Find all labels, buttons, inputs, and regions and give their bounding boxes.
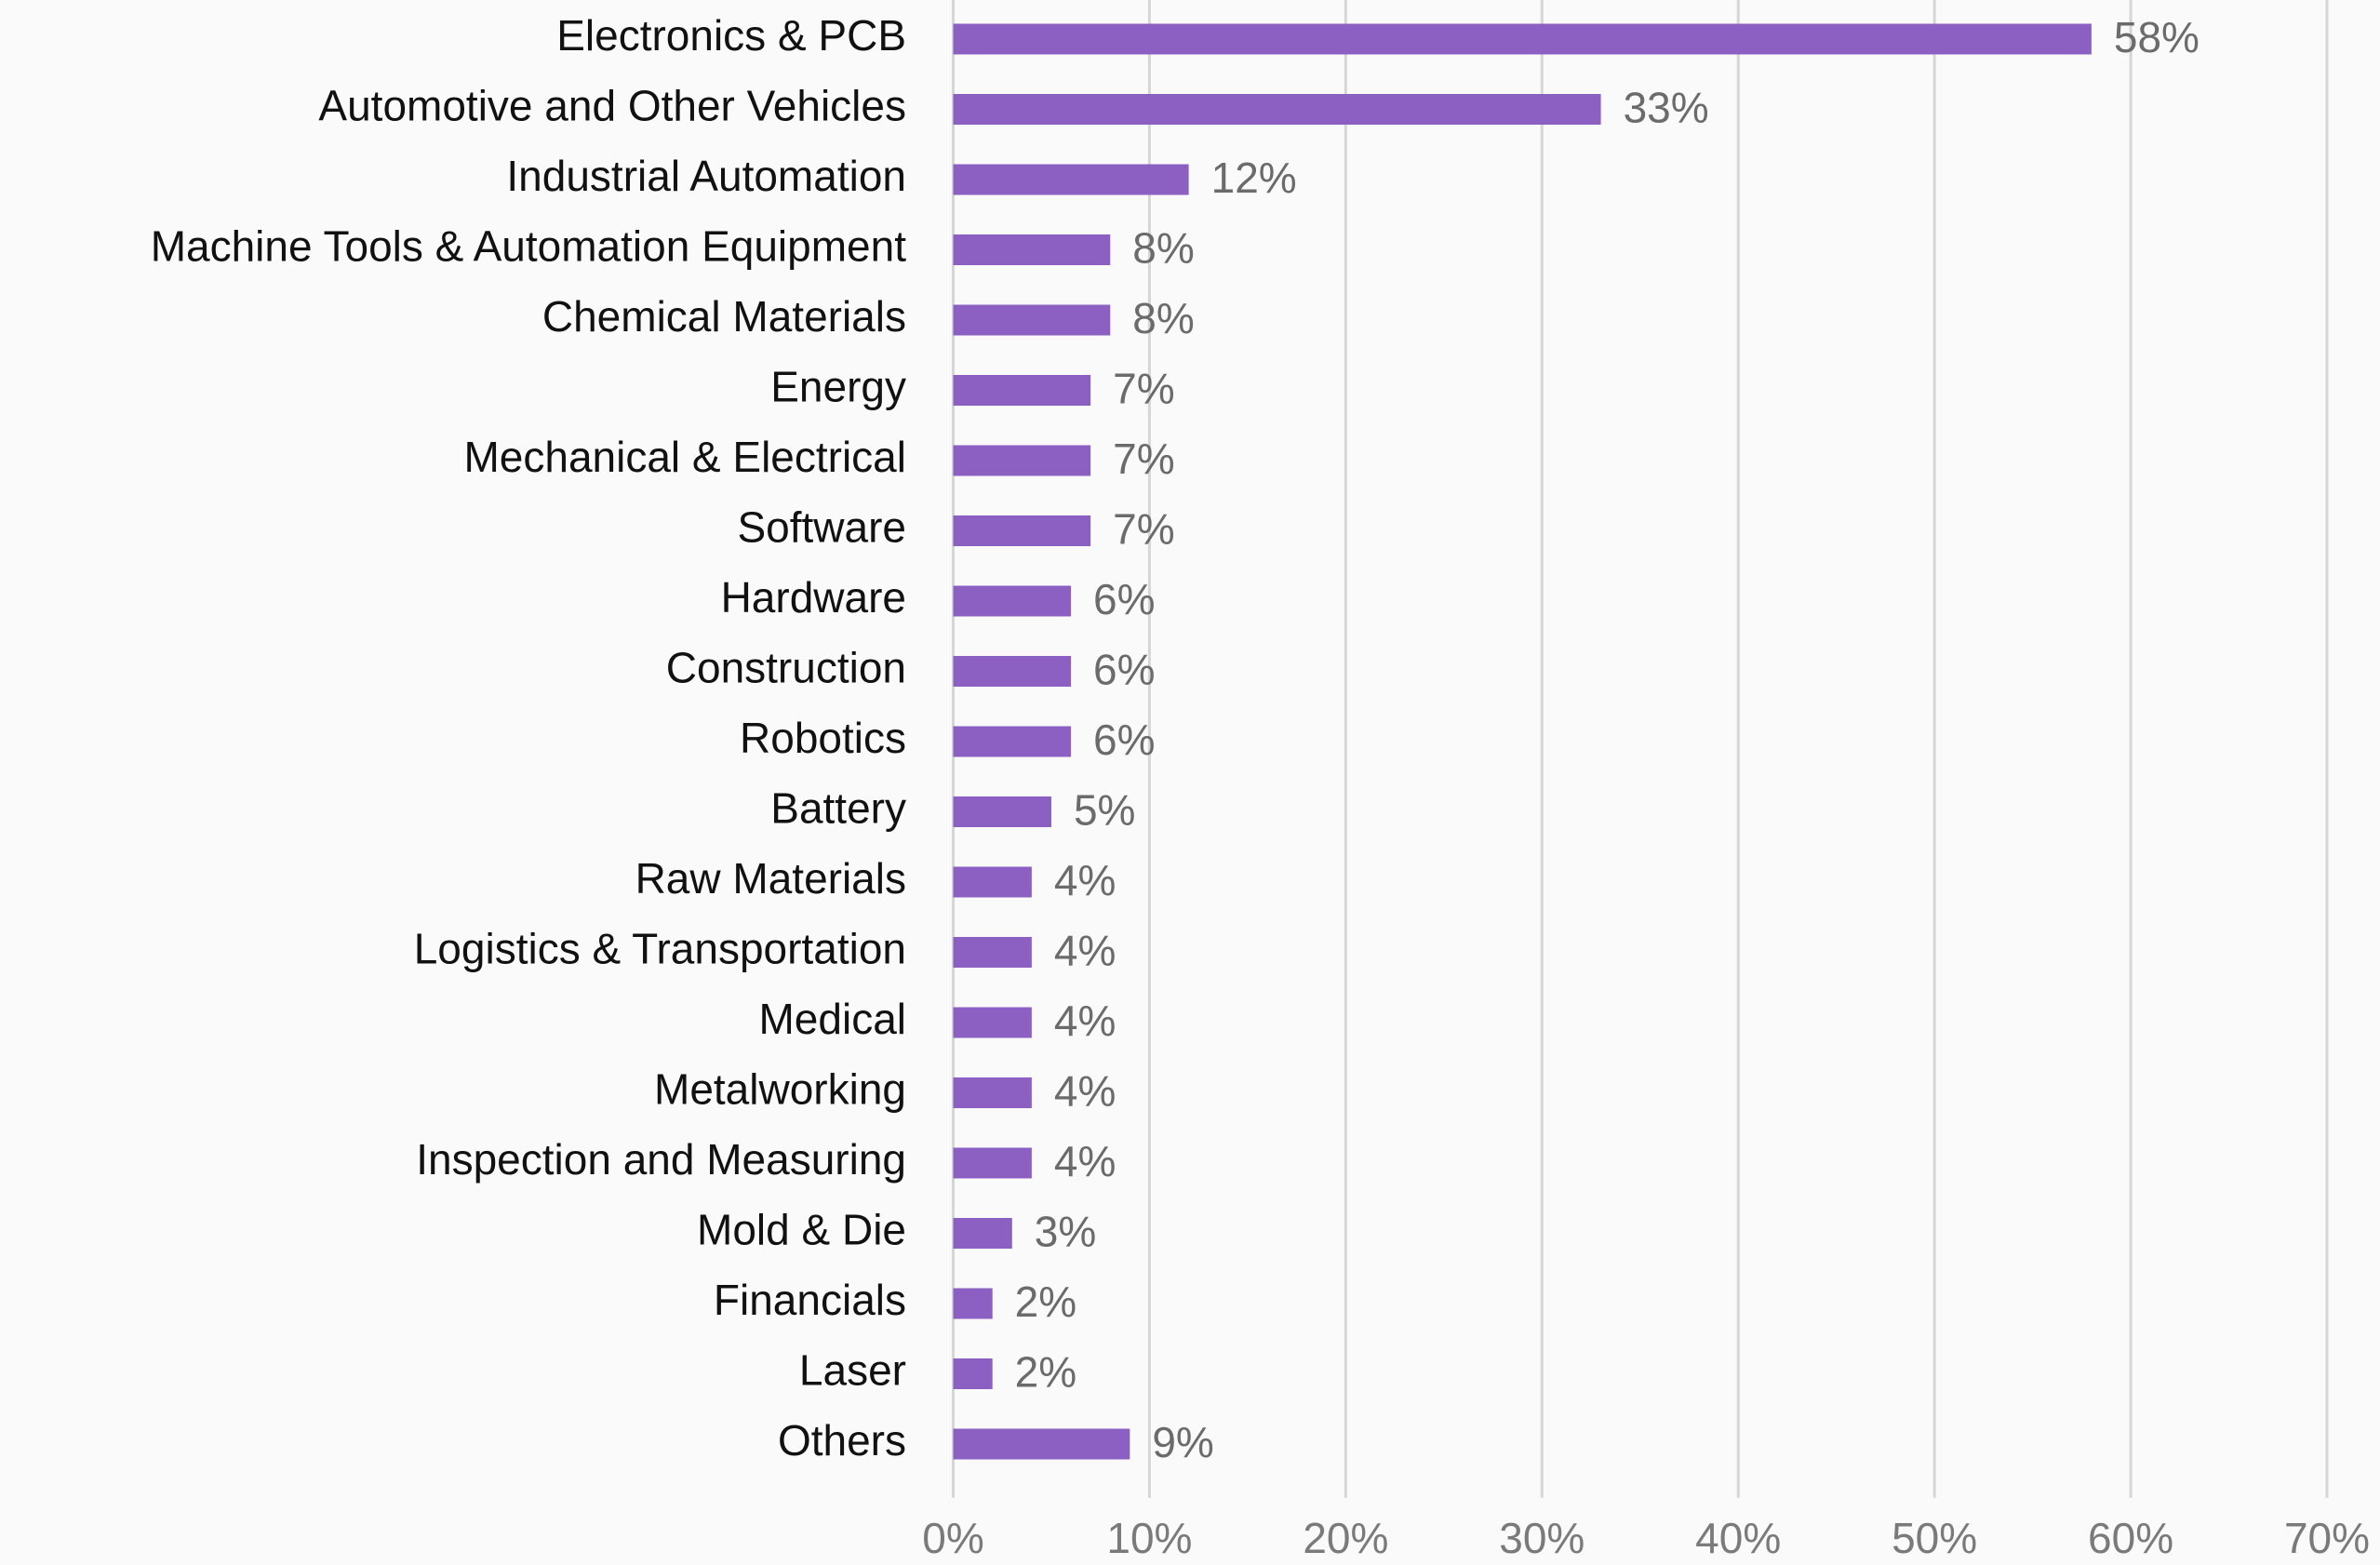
value-label: 4%	[1054, 997, 1116, 1045]
bar	[953, 94, 1601, 125]
value-label: 2%	[1015, 1277, 1076, 1326]
value-label: 2%	[1015, 1348, 1076, 1397]
bar	[953, 164, 1189, 195]
value-label: 58%	[2114, 13, 2199, 61]
value-label: 8%	[1132, 224, 1194, 273]
bar	[953, 515, 1091, 546]
bar	[953, 445, 1091, 476]
value-label: 4%	[1054, 1067, 1116, 1116]
value-label: 33%	[1624, 84, 1709, 132]
category-label: Mechanical & Electrical	[463, 433, 906, 481]
category-label: Hardware	[721, 573, 906, 622]
value-label: 7%	[1113, 505, 1174, 554]
x-tick-label: 50%	[1892, 1514, 1977, 1562]
value-label: 7%	[1113, 435, 1174, 483]
bar	[953, 1007, 1032, 1038]
category-label: Robotics	[740, 714, 906, 762]
category-label: Raw Materials	[635, 854, 906, 903]
category-label: Medical	[758, 995, 906, 1043]
bar	[953, 234, 1111, 265]
value-label: 12%	[1211, 154, 1297, 202]
x-tick-label: 40%	[1695, 1514, 1781, 1562]
value-label: 6%	[1093, 575, 1155, 623]
bar	[953, 866, 1032, 898]
value-label: 5%	[1074, 786, 1135, 835]
bar	[953, 1358, 993, 1389]
category-label: Logistics & Transportation	[414, 925, 906, 973]
value-label: 4%	[1054, 856, 1116, 904]
bar	[953, 585, 1072, 617]
value-label: 9%	[1152, 1418, 1213, 1466]
bar	[953, 304, 1111, 336]
category-label: Inspection and Measuring	[416, 1135, 906, 1184]
category-label: Battery	[770, 784, 906, 833]
bar	[953, 1147, 1032, 1179]
category-label: Metalworking	[654, 1065, 906, 1114]
value-label: 7%	[1113, 365, 1174, 413]
category-label: Construction	[666, 644, 906, 692]
value-label: 4%	[1054, 927, 1116, 975]
category-label: Machine Tools & Automation Equipment	[151, 222, 907, 271]
category-label: Laser	[799, 1346, 906, 1395]
x-tick-label: 30%	[1499, 1514, 1584, 1562]
category-label: Software	[737, 503, 906, 552]
bar	[953, 1218, 1012, 1249]
bar	[953, 796, 1051, 827]
bar	[953, 23, 2092, 55]
category-label: Financials	[714, 1276, 906, 1324]
bar	[953, 1077, 1032, 1108]
category-label: Energy	[770, 363, 906, 411]
value-label: 6%	[1093, 716, 1155, 764]
x-tick-label: 10%	[1106, 1514, 1192, 1562]
bar	[953, 726, 1072, 757]
x-tick-label: 0%	[922, 1514, 983, 1562]
bar	[953, 656, 1072, 687]
value-label: 8%	[1132, 294, 1194, 342]
category-label: Electronics & PCB	[556, 11, 906, 60]
bar	[953, 1288, 993, 1319]
bar	[953, 937, 1032, 968]
category-label: Mold & Die	[697, 1206, 906, 1254]
bar	[953, 1428, 1130, 1460]
x-tick-label: 70%	[2284, 1514, 2370, 1562]
value-label: 6%	[1093, 646, 1155, 694]
value-label: 4%	[1054, 1137, 1116, 1185]
x-tick-label: 20%	[1303, 1514, 1388, 1562]
category-label: Chemical Materials	[542, 292, 906, 341]
category-label: Industrial Automation	[506, 152, 906, 200]
value-label: 3%	[1035, 1208, 1096, 1256]
category-label: Automotive and Other Vehicles	[318, 82, 906, 130]
x-tick-label: 60%	[2088, 1514, 2173, 1562]
bar	[953, 375, 1091, 406]
category-label: Others	[778, 1416, 906, 1465]
